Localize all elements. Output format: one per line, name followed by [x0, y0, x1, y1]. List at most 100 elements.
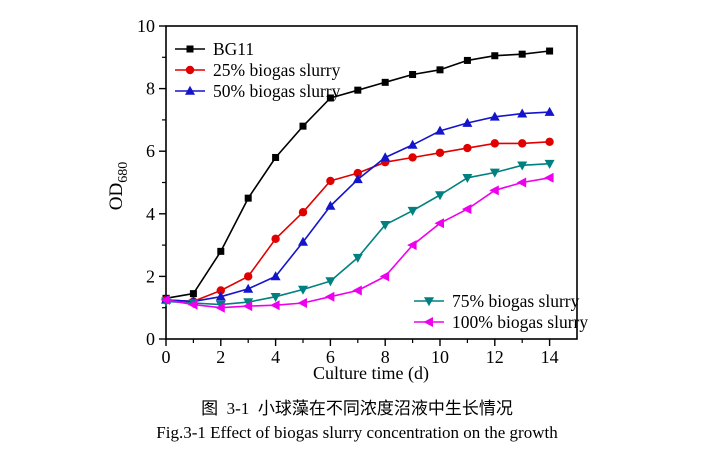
marker-triangle-left: [215, 302, 225, 313]
marker-triangle-left: [461, 204, 472, 215]
marker-triangle-left: [379, 271, 390, 282]
y-tick-label: 8: [146, 79, 155, 99]
x-tick-label: 2: [216, 347, 225, 367]
marker-circle: [298, 208, 308, 217]
marker-triangle-left: [187, 299, 198, 310]
marker-square: [381, 78, 389, 86]
marker-circle: [271, 234, 280, 244]
marker-triangle-down: [243, 298, 254, 308]
marker-triangle-up: [407, 139, 418, 149]
marker-triangle-left: [489, 185, 499, 196]
legend-label: BG11: [213, 39, 254, 59]
marker-square: [189, 290, 197, 298]
y-axis-label-subscript: 680: [116, 162, 131, 183]
marker-triangle-down: [435, 191, 445, 201]
marker-triangle-up: [185, 85, 195, 95]
marker-circle: [490, 139, 499, 148]
figure-caption: 图 3-1 小球藻在不同浓度沼液中生长情况 Fig.3-1 Effect of …: [0, 396, 714, 445]
marker-circle: [408, 153, 417, 162]
marker-triangle-left: [297, 298, 307, 309]
series-line-slurry75: [165, 162, 550, 306]
marker-triangle-down: [544, 159, 555, 169]
marker-triangle-left: [544, 172, 554, 183]
marker-square: [326, 94, 334, 102]
y-axis-label: OD680: [106, 162, 131, 210]
caption-english: Fig.3-1 Effect of biogas slurry concentr…: [156, 423, 558, 442]
marker-triangle-down: [517, 161, 528, 171]
x-tick-label: 8: [381, 347, 390, 367]
marker-triangle-down: [380, 220, 391, 230]
legend-item-slurry25: 25% biogas slurry: [175, 60, 341, 80]
legend-item-slurry100: 100% biogas slurry: [414, 312, 588, 332]
marker-square: [436, 66, 444, 74]
marker-square: [546, 47, 554, 55]
marker-triangle-up: [352, 174, 363, 184]
marker-triangle-left: [352, 285, 362, 296]
marker-triangle-left: [407, 240, 417, 251]
marker-circle: [353, 168, 362, 178]
legend-item-bg11: BG11: [175, 39, 254, 59]
marker-triangle-down: [424, 297, 434, 307]
marker-triangle-left: [270, 300, 280, 311]
marker-triangle-up: [325, 200, 336, 210]
marker-triangle-up: [435, 125, 445, 135]
marker-square: [409, 71, 417, 79]
marker-circle: [545, 137, 554, 147]
y-tick-label: 6: [146, 141, 155, 161]
marker-square: [272, 153, 280, 161]
marker-square: [354, 86, 362, 94]
x-tick-label: 4: [271, 347, 280, 367]
marker-triangle-down: [407, 206, 418, 216]
marker-triangle-down: [270, 292, 281, 302]
marker-triangle-left: [516, 177, 527, 188]
x-axis-label: Culture time (d): [313, 363, 429, 384]
marker-triangle-down: [325, 277, 336, 287]
legend-label: 50% biogas slurry: [213, 81, 341, 101]
y-tick-label: 4: [146, 204, 155, 224]
marker-triangle-down: [298, 285, 308, 295]
legend-label: 75% biogas slurry: [452, 291, 580, 311]
marker-triangle-down: [462, 174, 473, 184]
marker-triangle-up: [243, 283, 254, 293]
y-axis-label-main: OD: [106, 183, 127, 210]
x-tick-label: 12: [486, 347, 504, 367]
series-line-slurry25: [165, 141, 550, 303]
marker-circle: [518, 139, 527, 148]
marker-triangle-up: [544, 106, 555, 116]
x-tick-label: 6: [326, 347, 335, 367]
marker-square: [186, 45, 194, 53]
marker-triangle-up: [462, 117, 473, 127]
y-tick-label: 2: [146, 266, 155, 286]
marker-triangle-down: [352, 253, 363, 263]
legend-label: 25% biogas slurry: [213, 60, 341, 80]
y-tick-label: 10: [137, 16, 155, 36]
marker-triangle-left: [423, 317, 433, 327]
marker-triangle-left: [160, 294, 170, 305]
x-tick-label: 14: [541, 347, 559, 367]
x-tick-label: 0: [162, 347, 171, 367]
marker-square: [299, 122, 307, 130]
marker-square: [244, 194, 252, 202]
marker-triangle-up: [380, 152, 391, 162]
marker-circle: [216, 286, 225, 295]
legend-label: 100% biogas slurry: [452, 312, 588, 332]
marker-circle: [244, 272, 253, 281]
marker-circle: [435, 148, 445, 157]
legend-item-slurry75: 75% biogas slurry: [414, 291, 580, 311]
marker-triangle-up: [517, 108, 528, 118]
marker-circle: [185, 65, 195, 75]
marker-triangle-up: [270, 271, 281, 281]
marker-square: [463, 56, 471, 64]
marker-triangle-up: [215, 291, 226, 301]
marker-triangle-left: [324, 291, 335, 302]
marker-triangle-left: [434, 218, 444, 229]
marker-triangle-up: [298, 236, 308, 246]
marker-triangle-down: [489, 168, 500, 178]
caption-chinese: 图 3-1 小球藻在不同浓度沼液中生长情况: [201, 399, 513, 418]
y-tick-label: 0: [146, 329, 155, 349]
marker-square: [217, 247, 225, 255]
marker-square: [491, 52, 499, 60]
marker-triangle-up: [489, 111, 500, 121]
